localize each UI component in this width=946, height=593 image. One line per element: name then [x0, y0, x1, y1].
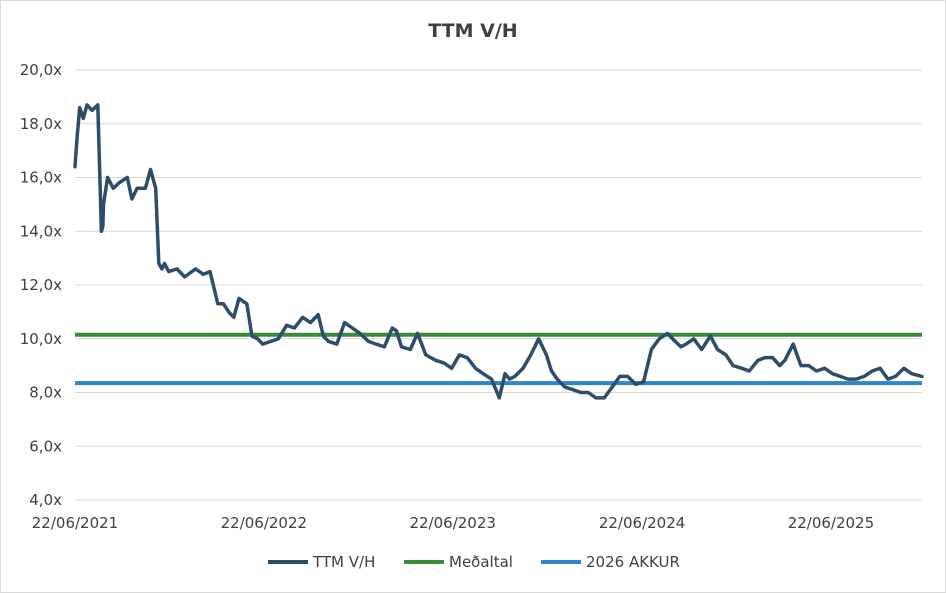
- legend-item-medaltal-label: Meðaltal: [449, 553, 513, 571]
- y-tick-label: 14,0x: [20, 222, 62, 240]
- y-tick-label: 20,0x: [20, 61, 62, 79]
- gridlines: [75, 69, 922, 501]
- x-axis-ticks: 22/06/2021 22/06/2022 22/06/2023 22/06/2024…: [32, 514, 874, 532]
- y-tick-label: 6,0x: [29, 437, 62, 455]
- legend-item-ttm-label: TTM V/H: [312, 553, 375, 571]
- x-tick-label: 22/06/2022: [221, 514, 307, 532]
- y-tick-label: 16,0x: [20, 169, 62, 187]
- series-line-ttm: [73, 103, 924, 400]
- y-tick-label: 8,0x: [29, 384, 62, 402]
- x-tick-label: 22/06/2025: [788, 514, 874, 532]
- chart-title: TTM V/H: [428, 20, 517, 42]
- y-tick-label: 18,0x: [20, 115, 62, 133]
- x-tick-label: 22/06/2023: [409, 514, 495, 532]
- legend: TTM V/H Meðaltal 2026 AKKUR: [268, 553, 680, 571]
- legend-item-2026-akkur-label: 2026 AKKUR: [586, 553, 680, 571]
- x-tick-label: 22/06/2021: [32, 514, 118, 532]
- y-tick-label: 4,0x: [29, 491, 62, 509]
- y-tick-label: 10,0x: [20, 330, 62, 348]
- y-axis-ticks: 4,0x 6,0x 8,0x 10,0x 12,0x 14,0x 16,0x 18,0x 20,…: [20, 61, 62, 509]
- series-group: [73, 103, 924, 400]
- y-tick-label: 12,0x: [20, 276, 62, 294]
- x-tick-label: 22/06/2024: [599, 514, 685, 532]
